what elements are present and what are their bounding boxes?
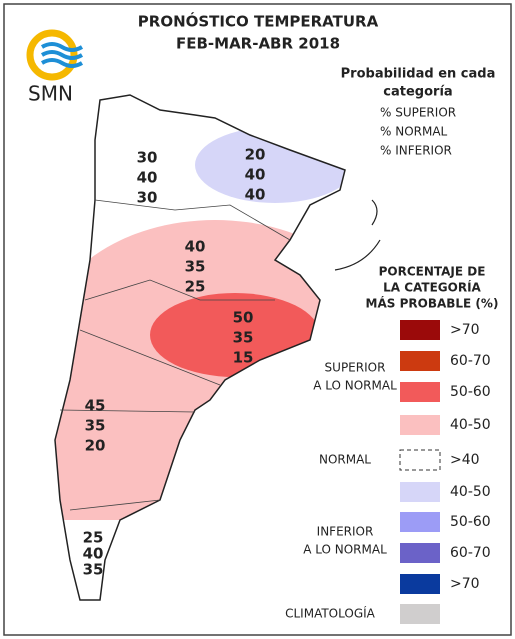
legend-swatch (399, 449, 441, 471)
key-title: categoría (383, 85, 452, 100)
legend-swatch (400, 320, 440, 340)
coastline (334, 199, 381, 271)
region-value: 45 (85, 397, 106, 415)
region-value: 35 (83, 561, 104, 579)
region-value: 40 (185, 238, 206, 256)
region-value: 35 (85, 417, 106, 435)
region-value: 50 (233, 309, 254, 327)
key-line: % NORMAL (380, 125, 448, 139)
legend-label: >70 (450, 576, 480, 592)
legend-title: PORCENTAJE DE (379, 265, 486, 279)
legend-label: 40-50 (450, 484, 491, 500)
legend-label: 50-60 (450, 514, 491, 530)
legend-label: 40-50 (450, 417, 491, 433)
region-value: 35 (233, 329, 254, 347)
country-outline (54, 94, 346, 601)
legend-label: 60-70 (450, 545, 491, 561)
legend-title: LA CATEGORÍA (383, 280, 481, 295)
legend-group: CLIMATOLOGÍA (285, 606, 376, 621)
region-value: 15 (233, 349, 254, 367)
key-line: % INFERIOR (380, 144, 452, 158)
legend-swatch (400, 415, 440, 435)
region-value: 25 (83, 529, 104, 547)
legend-label: >70 (450, 322, 480, 338)
region-value: 40 (83, 545, 104, 563)
legend-label: >40 (450, 452, 480, 468)
legend-group: A LO NORMAL (313, 379, 397, 393)
region-value: 20 (245, 146, 266, 164)
key-title: Probabilidad en cada (341, 67, 496, 82)
region-value: 30 (137, 189, 158, 207)
region-value: 40 (245, 166, 266, 184)
legend-swatch (400, 512, 440, 532)
legend-swatch (400, 543, 440, 563)
province-borders (59, 199, 291, 511)
region-value: 40 (137, 169, 158, 187)
legend-swatch (400, 351, 440, 371)
logo (26, 29, 84, 81)
legend-swatch (400, 382, 440, 402)
legend-group: NORMAL (319, 453, 371, 467)
region-value: 35 (185, 258, 206, 276)
legend-label: 50-60 (450, 384, 491, 400)
region-value: 25 (185, 278, 206, 296)
subtitle: FEB-MAR-ABR 2018 (176, 35, 340, 53)
legend-group: INFERIOR (317, 525, 374, 539)
key-line: % SUPERIOR (380, 106, 456, 120)
legend-group: SUPERIOR (325, 361, 386, 375)
legend-group: A LO NORMAL (303, 543, 387, 557)
region-value: 20 (85, 437, 106, 455)
legend-label: 60-70 (450, 353, 491, 369)
legend-swatch (400, 574, 440, 594)
region-value: 30 (137, 149, 158, 167)
logo-text: SMN (28, 82, 73, 106)
legend-title: MÁS PROBABLE (%) (366, 296, 499, 311)
region-value: 40 (245, 186, 266, 204)
legend-swatch (400, 604, 440, 624)
title: PRONÓSTICO TEMPERATURA (138, 12, 379, 31)
legend-swatch (400, 482, 440, 502)
